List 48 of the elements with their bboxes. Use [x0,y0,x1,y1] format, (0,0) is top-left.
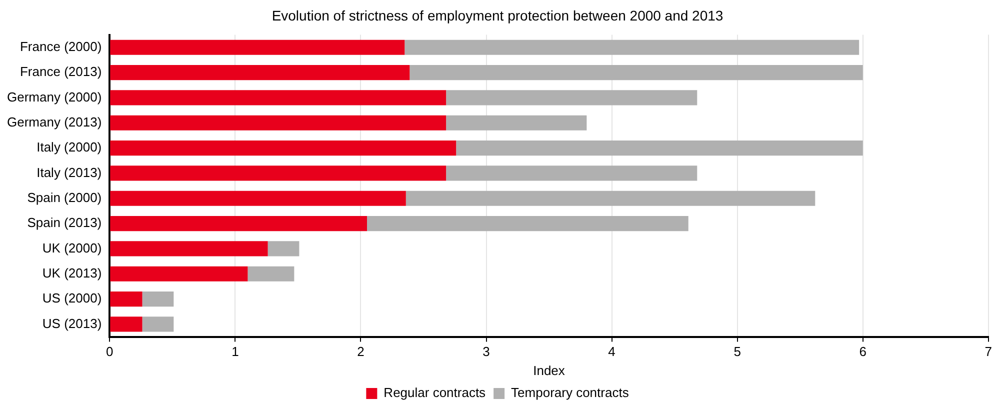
bar [110,216,367,232]
bar [110,190,406,206]
bar [110,140,456,156]
y-tick-label: France (2000) [20,38,102,54]
bar [446,115,587,130]
bar [406,190,816,206]
bar [410,65,863,80]
x-tick-label: 6 [859,344,866,360]
x-axis-title: Index [533,362,566,378]
y-tick-label: Italy (2013) [36,164,102,180]
y-tick-label: Italy (2000) [36,140,102,155]
bar [110,241,268,256]
bar [446,166,698,181]
bar [110,40,405,55]
x-tick-label: 5 [734,344,741,360]
x-tick-label: 2 [357,344,364,360]
y-tick-label: US (2013) [42,316,102,331]
bar [268,241,300,256]
bar [110,90,446,106]
y-tick-label: Germany (2000) [6,89,102,104]
y-tick-label: France (2013) [20,64,102,80]
legend-label: Temporary contracts [511,385,630,400]
bar [110,115,446,130]
bar [404,40,860,55]
bar [110,292,142,307]
bar [142,316,174,332]
y-tick-label: Spain (2000) [27,190,102,205]
bar [110,65,410,80]
bar [110,316,142,332]
x-tick-label: 0 [106,344,114,360]
y-tick-label: US (2000) [42,290,102,306]
bar [446,90,698,106]
bar [248,266,294,282]
bar [110,166,446,181]
y-tick-label: UK (2000) [42,240,102,256]
y-tick-label: Spain (2013) [27,215,102,230]
chart-title: Evolution of strictness of employment protection between 2000 and 2013 [272,7,724,24]
legend-label: Regular contracts [384,385,486,400]
bar [366,216,688,232]
y-tick-label: UK (2013) [42,265,102,280]
x-tick-label: 4 [608,344,616,360]
x-tick-label: 7 [984,344,992,360]
bar [142,292,174,307]
y-tick-label: Germany (2013) [6,114,102,130]
x-tick-label: 1 [232,344,239,360]
bar [456,140,863,156]
x-tick-label: 3 [482,344,490,360]
bar [110,266,248,282]
